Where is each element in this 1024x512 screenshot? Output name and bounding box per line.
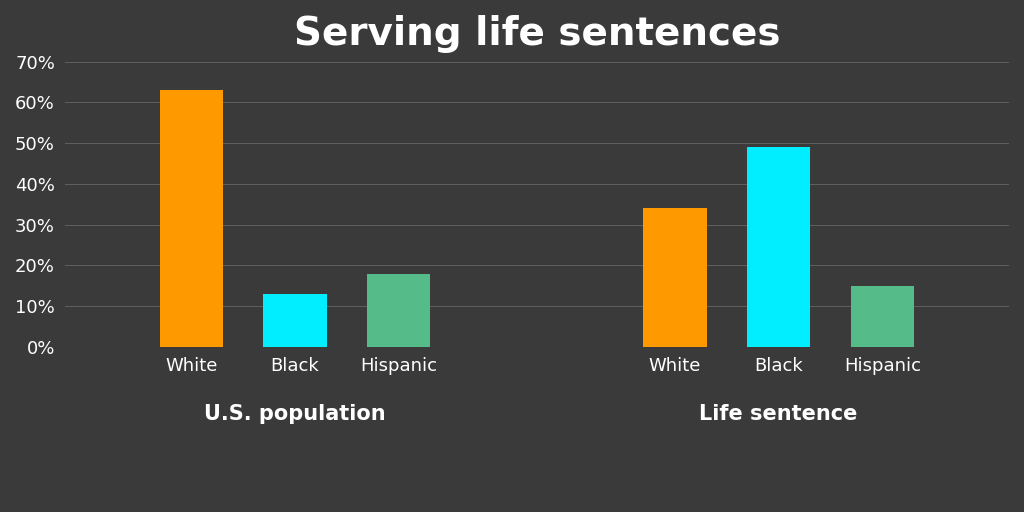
Title: Serving life sentences: Serving life sentences	[294, 15, 780, 53]
Bar	[160, 90, 223, 347]
Bar	[851, 286, 914, 347]
Text: U.S. population: U.S. population	[204, 404, 386, 424]
Bar	[367, 273, 430, 347]
Text: Life sentence: Life sentence	[699, 404, 858, 424]
Bar	[746, 147, 810, 347]
Bar	[643, 208, 707, 347]
Bar	[263, 294, 327, 347]
